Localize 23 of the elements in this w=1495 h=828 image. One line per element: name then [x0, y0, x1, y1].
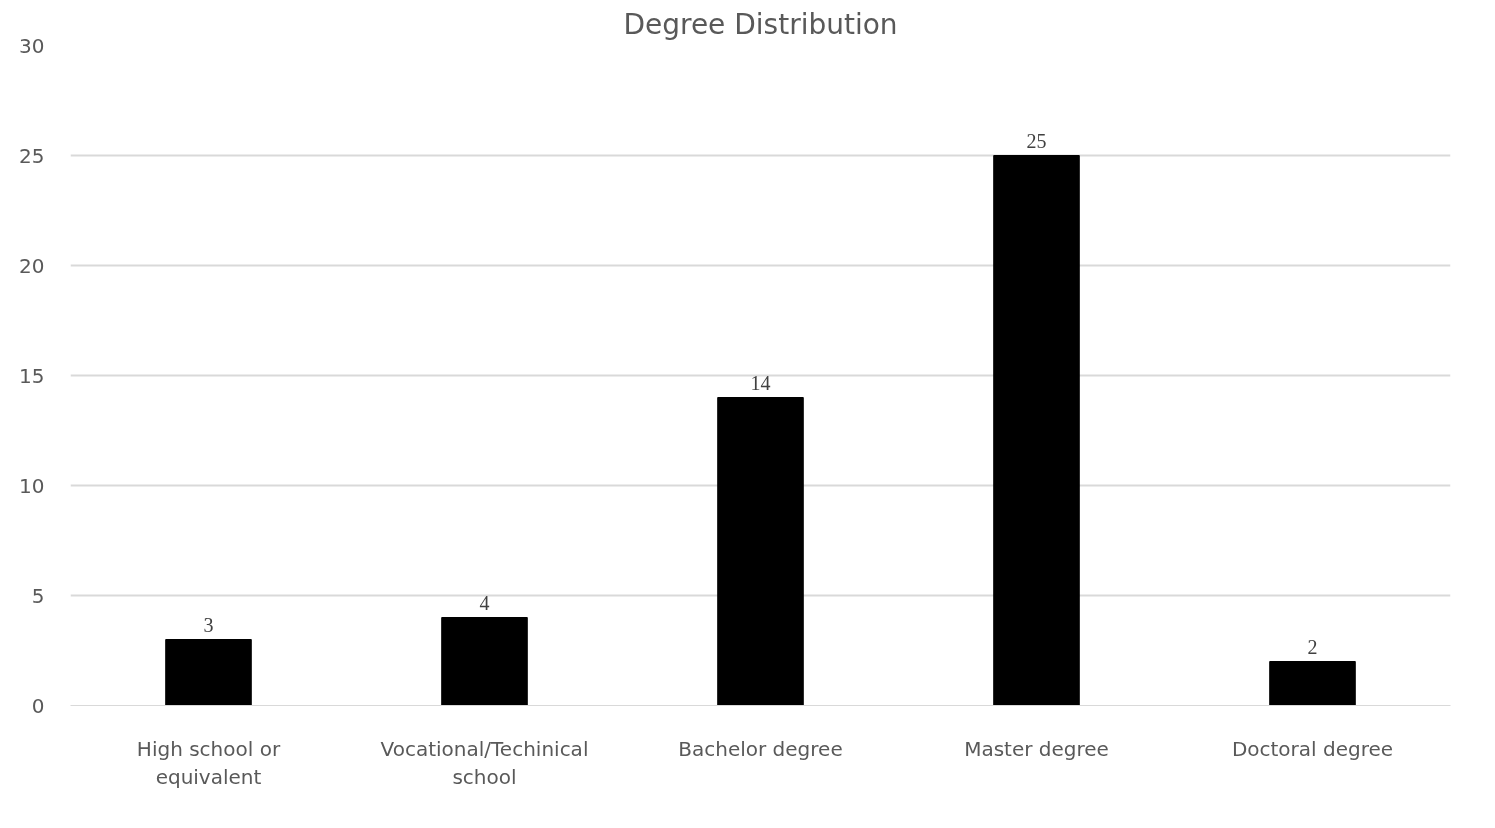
- chart-title: Degree Distribution: [623, 7, 898, 41]
- y-tick-label: 5: [31, 583, 45, 608]
- data-label: 25: [1026, 129, 1047, 152]
- x-tick-label: Bachelor degree: [678, 736, 843, 761]
- bar: [717, 397, 804, 706]
- x-tick-label: Vocational/Techinical school: [380, 736, 589, 790]
- y-tick-label: 25: [19, 143, 45, 168]
- bar: [165, 639, 252, 706]
- y-tick-label: 20: [19, 253, 45, 278]
- y-tick-label: 15: [19, 363, 45, 388]
- data-label: 3: [203, 613, 214, 636]
- bar: [441, 617, 528, 706]
- bar: [993, 155, 1080, 706]
- x-tick-label: Master degree: [964, 736, 1109, 761]
- data-label: 4: [479, 591, 490, 614]
- bar: [1269, 661, 1356, 706]
- data-label: 14: [750, 371, 771, 394]
- x-tick-label: Doctoral degree: [1231, 736, 1394, 761]
- x-tick-label: High school or equivalent: [136, 736, 281, 790]
- data-label: 2: [1307, 635, 1318, 658]
- y-tick-label: 30: [19, 33, 45, 58]
- y-tick-label: 0: [31, 693, 45, 718]
- y-tick-label: 10: [19, 473, 45, 498]
